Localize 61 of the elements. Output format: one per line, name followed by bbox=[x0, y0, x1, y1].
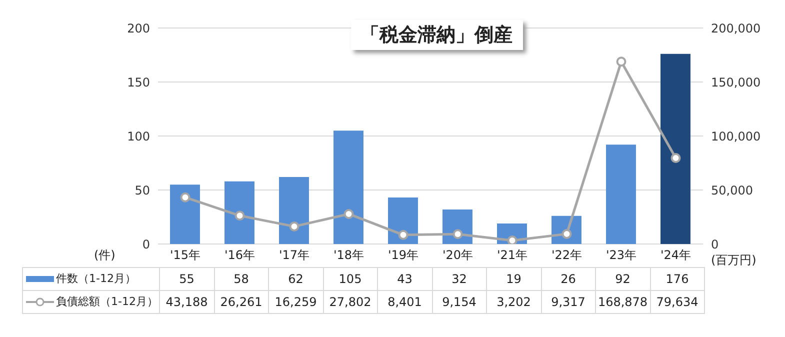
bar bbox=[660, 54, 690, 244]
point bbox=[507, 236, 518, 244]
data-label: 9,317 bbox=[540, 291, 595, 313]
data-label: 58 bbox=[214, 268, 268, 290]
data-label: 62 bbox=[268, 268, 322, 290]
point bbox=[180, 192, 190, 202]
data-label: 43,188 bbox=[159, 291, 214, 313]
data-label: 176 bbox=[650, 268, 704, 290]
bar bbox=[224, 181, 254, 244]
y2-tick-label: 200,000 bbox=[711, 21, 761, 36]
data-label: 43 bbox=[377, 268, 432, 290]
data-label: 9,154 bbox=[432, 291, 486, 313]
x-tick-label: '20年 bbox=[441, 247, 474, 264]
bar bbox=[170, 184, 200, 244]
legend-label: 件数（1-12月） bbox=[56, 271, 136, 287]
x-tick-label: '21年 bbox=[496, 247, 529, 264]
y2-tick-label: 0 bbox=[711, 237, 719, 252]
point bbox=[344, 208, 354, 219]
y-tick-label: 150 bbox=[127, 75, 150, 90]
x-tick-label: '17年 bbox=[278, 247, 311, 264]
x-tick-label: '23年 bbox=[604, 247, 638, 264]
point bbox=[452, 229, 463, 240]
point bbox=[616, 56, 626, 67]
y-tick-label: 0 bbox=[142, 237, 150, 252]
point bbox=[289, 221, 300, 232]
data-label: 19 bbox=[486, 268, 540, 290]
bar bbox=[388, 198, 418, 244]
legend-label: 負債総額（1-12月） bbox=[56, 294, 158, 310]
y2-tick-label: 100,000 bbox=[711, 129, 761, 144]
data-label: 27,802 bbox=[322, 291, 377, 313]
chart-title: 「税金滞納」倒産 bbox=[350, 20, 522, 50]
data-label: 79,634 bbox=[650, 291, 704, 313]
data-label: 16,259 bbox=[268, 291, 322, 313]
y-tick-label: 50 bbox=[134, 183, 150, 198]
x-tick-label: '19年 bbox=[386, 247, 420, 264]
x-tick-label: '24年 bbox=[659, 247, 692, 264]
bar bbox=[334, 130, 364, 244]
y-tick-label: 200 bbox=[127, 21, 150, 36]
data-label: 8,401 bbox=[377, 291, 432, 313]
y2-tick-label: 50,000 bbox=[711, 183, 753, 198]
y-axis-title: (件) bbox=[94, 247, 116, 264]
data-label: 32 bbox=[432, 268, 486, 290]
y2-tick-label: 150,000 bbox=[711, 75, 761, 90]
point bbox=[670, 152, 681, 163]
data-label: 105 bbox=[322, 268, 377, 290]
data-label: 168,878 bbox=[595, 291, 650, 313]
y-tick-label: 100 bbox=[127, 129, 150, 144]
x-tick-label: '16年 bbox=[223, 247, 256, 264]
data-label: 26,261 bbox=[214, 291, 268, 313]
data-label: 3,202 bbox=[486, 291, 540, 313]
point bbox=[398, 230, 408, 240]
bar bbox=[279, 177, 309, 244]
data-label: 26 bbox=[540, 268, 595, 290]
x-tick-label: '15年 bbox=[168, 247, 202, 264]
data-label: 55 bbox=[159, 268, 214, 290]
y2-axis-title: (百万円) bbox=[711, 252, 756, 269]
point bbox=[234, 210, 245, 221]
bar bbox=[606, 144, 636, 244]
data-label: 92 bbox=[595, 268, 650, 290]
x-tick-label: '18年 bbox=[332, 247, 366, 264]
x-tick-label: '22年 bbox=[550, 247, 584, 264]
